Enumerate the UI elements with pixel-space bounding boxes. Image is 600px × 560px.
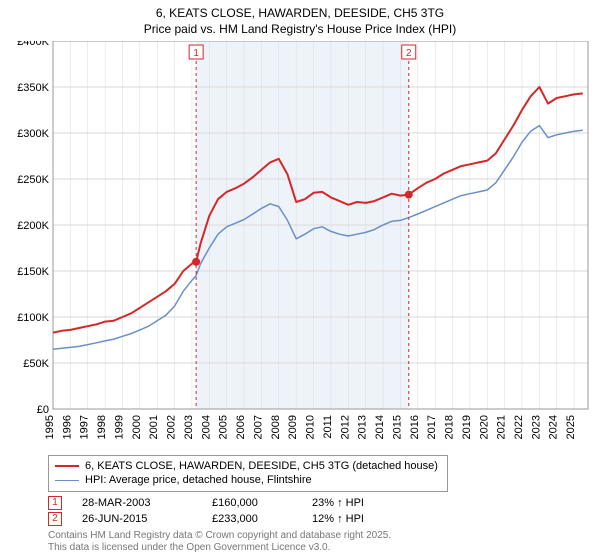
svg-text:2012: 2012 [339, 415, 351, 439]
svg-text:£300K: £300K [17, 128, 49, 140]
svg-text:£250K: £250K [17, 174, 49, 186]
legend-label: HPI: Average price, detached house, Flin… [85, 473, 312, 487]
sale-price: £233,000 [212, 513, 292, 525]
chart-area: £0 £50K £100K £150K £200K £250K £300K £350K £400… [8, 41, 592, 451]
svg-text:2018: 2018 [444, 415, 456, 439]
svg-text:1998: 1998 [96, 415, 108, 439]
svg-text:2006: 2006 [235, 415, 247, 439]
svg-text:2004: 2004 [200, 415, 212, 439]
svg-text:1996: 1996 [61, 415, 73, 439]
svg-text:1995: 1995 [44, 415, 56, 439]
sale-date: 26-JUN-2015 [82, 513, 192, 525]
svg-text:2024: 2024 [548, 415, 560, 439]
svg-text:2020: 2020 [478, 415, 490, 439]
svg-text:£200K: £200K [17, 220, 49, 232]
sale-price: £160,000 [212, 497, 292, 509]
chart-container: 6, KEATS CLOSE, HAWARDEN, DEESIDE, CH5 3… [0, 0, 600, 560]
svg-text:2016: 2016 [409, 415, 421, 439]
svg-text:2: 2 [406, 48, 412, 59]
svg-text:£50K: £50K [23, 358, 49, 370]
svg-text:2022: 2022 [513, 415, 525, 439]
svg-text:£350K: £350K [17, 82, 49, 94]
svg-text:2014: 2014 [374, 415, 386, 439]
svg-text:2001: 2001 [148, 415, 160, 439]
svg-text:1997: 1997 [79, 415, 91, 439]
sales-list: 1 28-MAR-2003 £160,000 23% ↑ HPI 2 26-JUN-201… [48, 496, 592, 526]
svg-text:2003: 2003 [183, 415, 195, 439]
footer-line-2: This data is licensed under the Open Gov… [48, 542, 592, 555]
svg-text:1: 1 [193, 48, 199, 59]
legend-swatch [55, 465, 79, 467]
svg-text:£400K: £400K [17, 41, 49, 48]
svg-text:2011: 2011 [322, 415, 334, 439]
legend-row: HPI: Average price, detached house, Flin… [55, 473, 441, 487]
title-line-2: Price paid vs. HM Land Registry's House … [8, 22, 592, 38]
svg-text:2008: 2008 [270, 415, 282, 439]
svg-text:2007: 2007 [252, 415, 264, 439]
svg-text:£100K: £100K [17, 312, 49, 324]
footer-line-1: Contains HM Land Registry data © Crown c… [48, 530, 592, 543]
sale-marker: 1 [48, 496, 62, 510]
svg-text:2023: 2023 [530, 415, 542, 439]
svg-text:2010: 2010 [305, 415, 317, 439]
sale-row: 1 28-MAR-2003 £160,000 23% ↑ HPI [48, 496, 592, 510]
sale-hpi-delta: 23% ↑ HPI [312, 497, 402, 509]
legend-row: 6, KEATS CLOSE, HAWARDEN, DEESIDE, CH5 3… [55, 459, 441, 473]
sale-hpi-delta: 12% ↑ HPI [312, 513, 402, 525]
title-line-1: 6, KEATS CLOSE, HAWARDEN, DEESIDE, CH5 3… [8, 6, 592, 22]
svg-text:1999: 1999 [113, 415, 125, 439]
svg-text:2021: 2021 [496, 415, 508, 439]
svg-text:2000: 2000 [131, 415, 143, 439]
svg-text:2005: 2005 [218, 415, 230, 439]
legend: 6, KEATS CLOSE, HAWARDEN, DEESIDE, CH5 3… [48, 455, 448, 492]
legend-label: 6, KEATS CLOSE, HAWARDEN, DEESIDE, CH5 3… [85, 459, 438, 473]
svg-text:2002: 2002 [166, 415, 178, 439]
footer-attribution: Contains HM Land Registry data © Crown c… [48, 530, 592, 555]
svg-text:2013: 2013 [357, 415, 369, 439]
svg-text:2009: 2009 [287, 415, 299, 439]
svg-text:2025: 2025 [565, 415, 577, 439]
line-chart-svg: £0 £50K £100K £150K £200K £250K £300K £350K £400… [8, 41, 592, 451]
sale-row: 2 26-JUN-2015 £233,000 12% ↑ HPI [48, 512, 592, 526]
legend-swatch [55, 480, 79, 481]
svg-text:£0: £0 [37, 404, 49, 416]
svg-text:2017: 2017 [426, 415, 438, 439]
svg-text:£150K: £150K [17, 266, 49, 278]
sale-date: 28-MAR-2003 [82, 497, 192, 509]
sale-marker: 2 [48, 512, 62, 526]
svg-text:2015: 2015 [391, 415, 403, 439]
svg-text:2019: 2019 [461, 415, 473, 439]
